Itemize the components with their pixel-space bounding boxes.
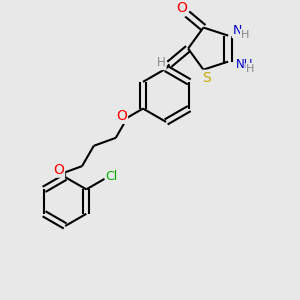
Text: NH: NH	[236, 58, 253, 71]
Text: N: N	[232, 24, 242, 37]
Text: O: O	[176, 1, 187, 15]
Text: H: H	[246, 64, 254, 74]
Text: H: H	[157, 56, 166, 69]
Text: H: H	[241, 30, 249, 40]
Text: O: O	[53, 163, 64, 177]
Text: O: O	[116, 109, 127, 123]
Text: Cl: Cl	[106, 170, 118, 183]
Text: S: S	[202, 71, 211, 85]
